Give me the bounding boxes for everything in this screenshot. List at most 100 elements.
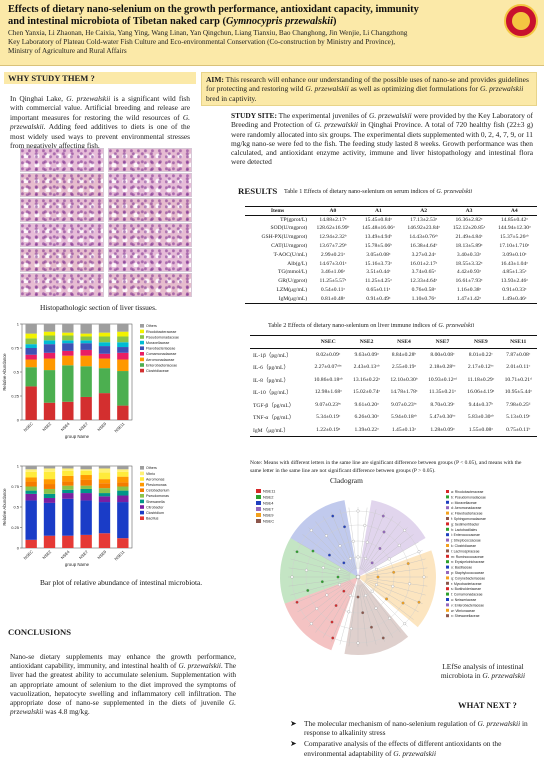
- group-legend-label: NSE9: [263, 513, 274, 518]
- y-tick-label: 0: [17, 546, 20, 551]
- legend-swatch: [140, 329, 144, 334]
- bar-segment: [117, 502, 129, 539]
- bar-segment: [62, 470, 74, 476]
- taxa-legend-label: q: Corynebacteriaceae: [451, 576, 485, 580]
- tree-node: [417, 550, 421, 554]
- table-cell: 11.35±0.21ᵃ: [429, 389, 456, 396]
- tree-node: [321, 566, 325, 570]
- table-row: IgM(μg/mL) 0.81±0.48ᵃ 0.91±0.49ᵃ 1.10±0.76ᵃ…: [245, 294, 537, 304]
- bar-segment: [80, 366, 92, 397]
- tree-node: [325, 593, 329, 597]
- tree-node: [356, 555, 360, 559]
- liver-histology-image: [108, 273, 192, 297]
- tree-node: [356, 641, 360, 645]
- tree-node: [356, 595, 360, 599]
- taxa-legend-label: x: Shewanellaceae: [451, 614, 480, 618]
- study-site-label: STUDY SITE:: [231, 111, 277, 120]
- bar-chart-caption: Bar plot of relative abundance of intest…: [40, 578, 203, 587]
- aim-box: AIM: This research will enhance our unde…: [201, 72, 537, 106]
- bar-segment: [25, 386, 37, 420]
- table-cell: 15.02±0.74ᵃ: [353, 389, 381, 396]
- table-cell: 1.49±0.46ᵃ: [502, 295, 527, 302]
- bar-segment: [98, 502, 111, 534]
- bar-segment: [117, 471, 129, 477]
- group-legend-swatch: [256, 513, 261, 517]
- legend-swatch: [140, 352, 144, 356]
- tree-branch: [290, 558, 351, 576]
- table-cell: 2.55±0.19ᵃ: [391, 363, 417, 370]
- bar-segment: [80, 488, 92, 494]
- poster-title: Effects of dietary nano-selenium on the …: [8, 4, 498, 27]
- table-row: TG(mmol/L) 3.46±1.06ᵃ 3.51±0.44ᵃ 3.74±0.65ᵃ…: [245, 268, 537, 277]
- bar-segment: [98, 472, 111, 480]
- what-next-list: ➤ The molecular mechanism of nano-seleni…: [290, 719, 536, 760]
- t1-header-cell: A2: [420, 207, 428, 214]
- bar-segment: [43, 471, 56, 480]
- taxa-legend-swatch: [446, 587, 449, 591]
- tree-node: [347, 610, 351, 614]
- bar-segment: [80, 500, 92, 535]
- table-cell: 14.85±0.42ᵃ: [500, 216, 528, 223]
- bar-segment: [62, 485, 74, 490]
- clade-sector: [358, 500, 426, 577]
- t1-header-cell: Items: [270, 207, 285, 214]
- table-cell: 8.00±0.08ᶜ: [430, 351, 455, 358]
- table-cell: 9.44±0.37ᵇ: [468, 401, 493, 408]
- tree-branch: [322, 516, 355, 571]
- bar-segment: [80, 340, 92, 344]
- table-cell: 0.76±0.58ᵃ: [411, 287, 436, 294]
- bar-segment: [80, 493, 92, 501]
- table-cell: IL-1β（pg/mL）: [253, 352, 292, 359]
- taxa-legend-swatch: [446, 576, 449, 580]
- tree-node: [401, 601, 405, 605]
- table-cell: 2.17±0.12ᵇᶜ: [467, 363, 494, 370]
- title-line-2: and intestinal microbiota of Tibetan nak…: [8, 15, 226, 27]
- table-cell: 2.99±0.21ᵃ: [320, 251, 345, 258]
- bar-segment: [98, 479, 111, 484]
- legend-label: Flavobacteriaceae: [146, 347, 175, 351]
- table-cell: 16.43±1.04ᵃ: [500, 260, 528, 267]
- bar-segment: [80, 333, 92, 337]
- tree-node: [290, 575, 294, 579]
- title-line-2-end: ): [333, 15, 337, 27]
- taxa-legend-swatch: [446, 571, 449, 574]
- tree-branch: [293, 579, 351, 604]
- bar-segment: [43, 358, 56, 371]
- tree-branch: [362, 583, 401, 633]
- bar-segment: [117, 482, 129, 487]
- bar-segment: [98, 496, 111, 503]
- bar-segment: [62, 324, 74, 333]
- tree-node: [295, 550, 299, 554]
- tree-node: [331, 636, 335, 640]
- liver-histology-image: [108, 198, 192, 222]
- bar-segment: [25, 486, 37, 491]
- liver-immune-table: NSEC NSE2 NSE4 NSE7 NSE9 NSE11 IL-1β（pg/mL） 8.…: [250, 335, 537, 437]
- table-cell: 1.55±0.08ᵃ: [468, 426, 493, 433]
- legend-swatch: [140, 466, 144, 470]
- table-row: GSH-PX(U/mgprot) 12.94±2.32ᵇ 13.49±4.94ᵇ 14…: [245, 233, 537, 242]
- taxa-legend-swatch: [446, 603, 449, 607]
- tree-node: [364, 594, 368, 597]
- tree-node: [327, 553, 331, 557]
- table-cell: 0.65±0.11ᵃ: [366, 287, 391, 294]
- arrow-right-icon: ➤: [290, 739, 297, 749]
- tree-node: [338, 544, 342, 548]
- tree-node: [343, 525, 346, 529]
- liver-histology-image: [108, 223, 192, 247]
- tree-node: [309, 622, 313, 626]
- taxa-legend-label: w: Vibrionaceae: [451, 609, 475, 613]
- taxa-legend-swatch: [446, 549, 449, 553]
- table-cell: 9.61±0.20ᵃ: [354, 401, 379, 408]
- x-axis-label: group Name: [65, 434, 90, 439]
- table-cell: 14.78±1.78ᵃ: [390, 389, 418, 396]
- title-line-1: Effects of dietary nano-selenium on the …: [8, 4, 419, 15]
- table-cell: 10.86±0.18ᵃᵇ: [313, 376, 343, 383]
- legend-label: Aeromonas: [146, 477, 165, 481]
- bar-segment: [98, 393, 111, 420]
- affiliation-line-2: Ministry of Agriculture and Rural Affair…: [8, 47, 127, 55]
- table-cell: 2.18±0.28ᵇᶜ: [429, 363, 456, 370]
- x-axis-label: group Name: [65, 562, 90, 567]
- table-cell: 9.07±0.23ᵇᶜ: [315, 401, 342, 408]
- plot-frame: [21, 465, 133, 549]
- bar-segment: [25, 539, 37, 548]
